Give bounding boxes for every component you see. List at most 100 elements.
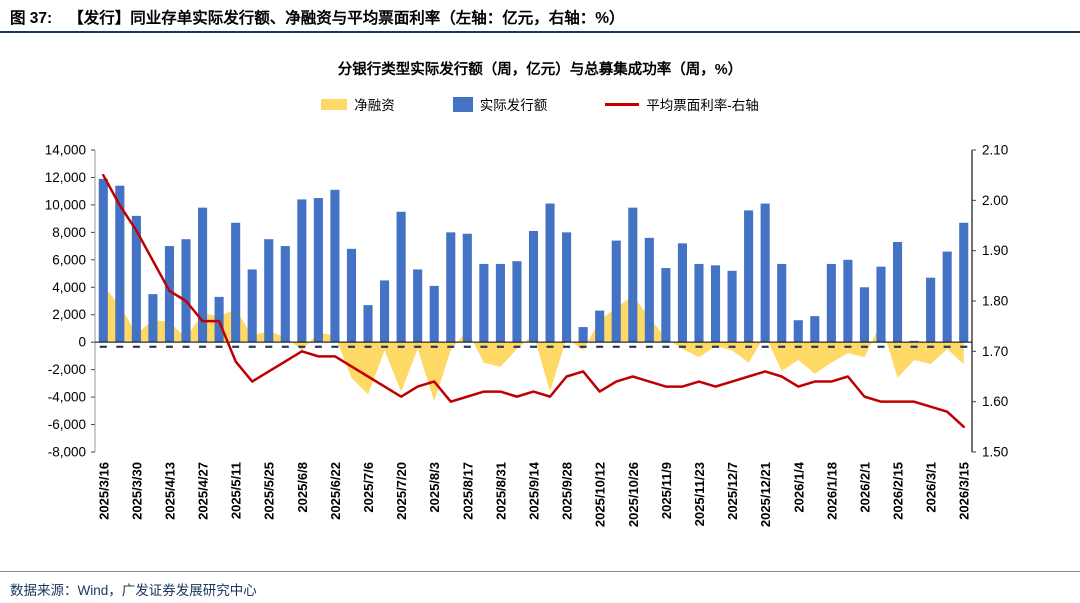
issuance-bar bbox=[264, 239, 274, 343]
x-axis-label: 2026/2/15 bbox=[891, 462, 906, 520]
issuance-bar bbox=[247, 269, 257, 343]
x-axis-label: 2025/8/31 bbox=[493, 462, 508, 520]
legend-item-coupon-rate: 平均票面利率-右轴 bbox=[605, 94, 759, 114]
category-tick bbox=[728, 345, 736, 348]
category-tick bbox=[530, 345, 537, 348]
category-tick bbox=[463, 345, 471, 348]
right-axis-label: 1.50 bbox=[982, 445, 1008, 460]
category-tick bbox=[910, 345, 918, 348]
issuance-bar bbox=[214, 296, 224, 343]
category-tick bbox=[381, 345, 389, 348]
issuance-bar bbox=[198, 207, 208, 343]
left-axis-label: -2,000 bbox=[48, 362, 86, 377]
issuance-bar bbox=[512, 261, 522, 343]
issuance-bar bbox=[363, 305, 373, 343]
category-tick bbox=[199, 345, 207, 348]
issuance-bar bbox=[727, 270, 737, 343]
category-tick bbox=[596, 345, 604, 348]
left-axis-label: 4,000 bbox=[52, 280, 86, 295]
issuance-bar bbox=[429, 285, 439, 343]
x-axis-label: 2025/9/14 bbox=[527, 461, 542, 520]
category-tick bbox=[579, 345, 587, 348]
issuance-bar bbox=[330, 189, 340, 343]
issuance-bar bbox=[98, 178, 108, 343]
category-tick bbox=[496, 345, 504, 348]
figure-title: 【发行】同业存单实际发行额、净融资与平均票面利率（左轴：亿元，右轴：%） bbox=[68, 10, 625, 27]
issuance-bar bbox=[694, 263, 704, 343]
issuance-bar bbox=[148, 294, 158, 343]
legend-item-issuance: 实际发行额 bbox=[452, 94, 547, 114]
chart-legend: 净融资 实际发行额 平均票面利率-右轴 bbox=[0, 94, 1080, 114]
x-axis-label: 2025/7/6 bbox=[361, 462, 376, 513]
category-tick bbox=[546, 345, 554, 348]
category-tick bbox=[794, 345, 802, 348]
category-tick bbox=[844, 345, 852, 348]
category-tick bbox=[695, 345, 703, 348]
issuance-bar bbox=[164, 246, 175, 343]
category-tick bbox=[430, 345, 438, 348]
issuance-bar bbox=[777, 263, 787, 343]
left-axis-label: 14,000 bbox=[45, 143, 86, 158]
issuance-bar bbox=[942, 251, 952, 343]
issuance-swatch-icon bbox=[452, 96, 473, 112]
issuance-bar bbox=[396, 211, 406, 343]
issuance-bar bbox=[131, 215, 141, 343]
right-axis-label: 1.60 bbox=[982, 394, 1008, 409]
left-axis-label: -6,000 bbox=[48, 417, 86, 432]
issuance-bar bbox=[231, 222, 241, 343]
issuance-bar bbox=[578, 327, 588, 343]
category-tick bbox=[265, 345, 273, 348]
category-tick bbox=[364, 345, 372, 348]
category-tick bbox=[116, 345, 124, 348]
right-axis-label: 2.00 bbox=[982, 193, 1008, 208]
legend-label-net-financing: 净融资 bbox=[354, 98, 395, 113]
category-tick bbox=[678, 345, 686, 348]
issuance-bar bbox=[479, 263, 489, 343]
issuance-bar bbox=[810, 316, 820, 343]
category-tick bbox=[761, 345, 769, 348]
issuance-bar bbox=[346, 248, 357, 343]
issuance-bar bbox=[495, 263, 505, 343]
issuance-bar bbox=[181, 239, 191, 343]
issuance-bar bbox=[413, 269, 423, 343]
x-axis-label: 2025/4/27 bbox=[196, 462, 211, 520]
category-tick bbox=[894, 345, 902, 348]
category-tick bbox=[182, 345, 190, 348]
issuance-bar bbox=[562, 232, 572, 343]
issuance-bar bbox=[859, 287, 869, 343]
issuance-bar bbox=[528, 230, 539, 343]
issuance-bar bbox=[661, 268, 671, 343]
legend-item-net-financing: 净融资 bbox=[321, 94, 395, 114]
x-axis-label: 2026/1/4 bbox=[791, 461, 806, 512]
issuance-bar bbox=[892, 241, 903, 343]
title-divider bbox=[0, 31, 1080, 33]
category-tick bbox=[612, 345, 620, 348]
x-axis-label: 2025/6/22 bbox=[328, 462, 343, 520]
rate-line bbox=[102, 173, 965, 429]
category-tick bbox=[414, 345, 422, 348]
category-tick bbox=[215, 345, 223, 348]
net-financing-swatch-icon bbox=[321, 98, 348, 110]
category-tick bbox=[397, 345, 405, 348]
category-tick bbox=[712, 345, 720, 348]
issuance-bar bbox=[793, 320, 803, 343]
data-source: 数据来源：Wind，广发证券发展研究中心 bbox=[10, 583, 257, 598]
issuance-bar bbox=[926, 277, 936, 343]
category-tick bbox=[662, 345, 670, 348]
category-tick bbox=[248, 345, 256, 348]
x-axis-label: 2026/2/1 bbox=[857, 462, 872, 513]
left-axis-label: -4,000 bbox=[48, 390, 86, 405]
chart-title: 分银行类型实际发行额（周，亿元）与总募集成功率（周，%） bbox=[337, 62, 743, 78]
category-tick bbox=[347, 345, 355, 348]
left-axis-label: 10,000 bbox=[45, 197, 86, 212]
issuance-bar bbox=[843, 259, 853, 343]
category-tick bbox=[563, 345, 571, 348]
x-axis-label: 2025/7/20 bbox=[394, 462, 409, 520]
x-axis-label: 2025/8/17 bbox=[460, 462, 475, 520]
issuance-bar bbox=[876, 266, 886, 343]
x-axis-label: 2026/3/15 bbox=[957, 462, 972, 520]
category-tick bbox=[149, 345, 157, 348]
issuance-bar bbox=[628, 207, 638, 343]
x-axis-label: 2025/4/13 bbox=[162, 462, 177, 520]
issuance-bar bbox=[826, 263, 836, 343]
